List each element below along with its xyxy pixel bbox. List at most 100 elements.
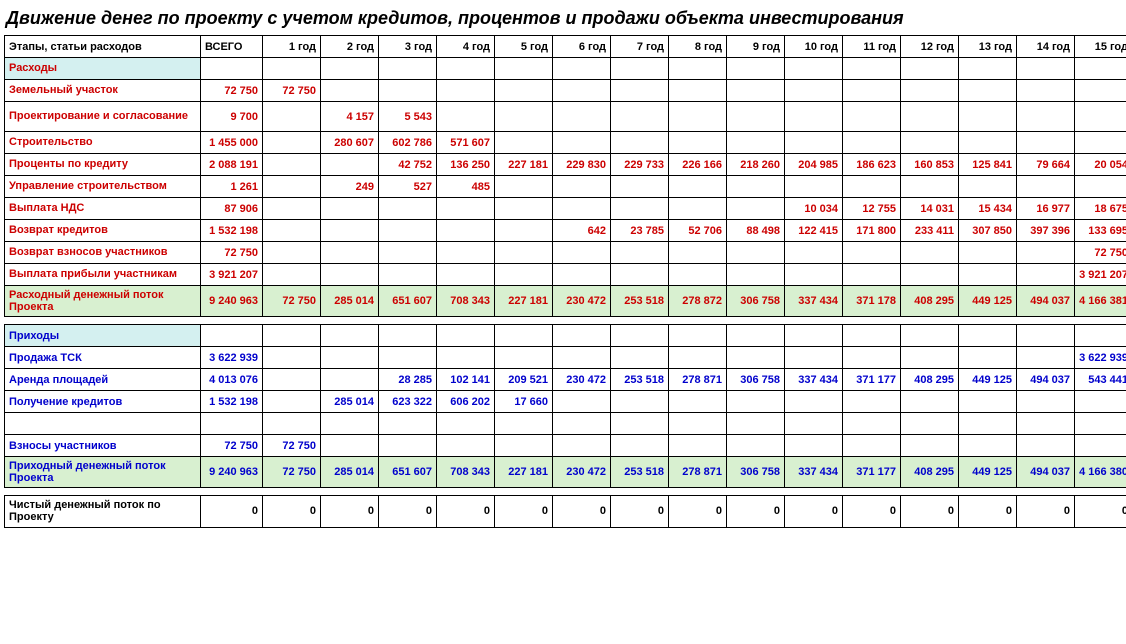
- cell-value: 278 871: [669, 369, 727, 391]
- header-year: 9 год: [727, 36, 785, 58]
- cell-value: [901, 413, 959, 435]
- cell-value: [611, 176, 669, 198]
- cell-value: [843, 132, 901, 154]
- cell-value: 253 518: [611, 369, 669, 391]
- cell-value: [263, 347, 321, 369]
- cell-value: 449 125: [959, 369, 1017, 391]
- cell-value: [553, 176, 611, 198]
- cell-value: [379, 264, 437, 286]
- cell-value: [437, 347, 495, 369]
- cell-value: 233 411: [901, 220, 959, 242]
- cell-value: 14 031: [901, 198, 959, 220]
- cell-value: [495, 198, 553, 220]
- cell-value: 15 434: [959, 198, 1017, 220]
- cell-value: [611, 264, 669, 286]
- cell-value: [727, 242, 785, 264]
- cell-value: [263, 154, 321, 176]
- cell-value: [437, 264, 495, 286]
- cell-value: [263, 102, 321, 132]
- cell-value: [843, 176, 901, 198]
- cell-value: 12 755: [843, 198, 901, 220]
- cell-value: 160 853: [901, 154, 959, 176]
- cell-value: [1075, 80, 1126, 102]
- cell-value: [379, 80, 437, 102]
- cell-value: 3 921 207: [1075, 264, 1126, 286]
- cell-value: 42 752: [379, 154, 437, 176]
- cell-value: [1017, 102, 1075, 132]
- cell-value: 133 695: [1075, 220, 1126, 242]
- cell-value: 0: [1017, 496, 1075, 527]
- cell-value: 285 014: [321, 391, 379, 413]
- cell-value: [263, 58, 321, 80]
- table-row: Продажа ТСК3 622 9393 622 939: [5, 347, 1126, 369]
- cell-value: 494 037: [1017, 457, 1075, 488]
- cell-value: [437, 102, 495, 132]
- cell-value: [785, 435, 843, 457]
- cell-value: 337 434: [785, 286, 843, 317]
- cell-value: [785, 242, 843, 264]
- cell-value: [843, 102, 901, 132]
- cell-value: 708 343: [437, 286, 495, 317]
- cell-value: [379, 413, 437, 435]
- cell-value: [843, 347, 901, 369]
- row-label: Проектирование и согласование: [5, 102, 201, 132]
- cell-value: 17 660: [495, 391, 553, 413]
- cell-value: 651 607: [379, 286, 437, 317]
- cell-value: [785, 132, 843, 154]
- cell-value: [727, 347, 785, 369]
- cell-value: 204 985: [785, 154, 843, 176]
- cell-value: [263, 220, 321, 242]
- cell-value: [1017, 325, 1075, 347]
- cell-value: [785, 325, 843, 347]
- cell-value: [959, 58, 1017, 80]
- cell-value: [727, 391, 785, 413]
- cell-value: [495, 264, 553, 286]
- cell-value: 125 841: [959, 154, 1017, 176]
- cell-value: 306 758: [727, 457, 785, 488]
- cell-value: [379, 198, 437, 220]
- cell-value: [785, 58, 843, 80]
- cell-value: [321, 80, 379, 102]
- cell-value: [901, 347, 959, 369]
- cell-value: [1017, 58, 1075, 80]
- cell-value: 18 675: [1075, 198, 1126, 220]
- cell-value: [611, 58, 669, 80]
- cell-value: [727, 264, 785, 286]
- cell-value: 16 977: [1017, 198, 1075, 220]
- cell-value: 0: [959, 496, 1017, 527]
- table-row: Выплата прибыли участникам3 921 2073 921…: [5, 264, 1126, 286]
- cell-value: 0: [669, 496, 727, 527]
- table-row: Проценты по кредиту2 088 19142 752136 25…: [5, 154, 1126, 176]
- cell-value: [669, 176, 727, 198]
- row-label: Расходный денежный поток Проекта: [5, 286, 201, 317]
- cell-value: 449 125: [959, 286, 1017, 317]
- cell-value: 485: [437, 176, 495, 198]
- cell-value: [263, 198, 321, 220]
- cell-value: [1017, 176, 1075, 198]
- cell-value: 230 472: [553, 457, 611, 488]
- cell-value: [1075, 435, 1126, 457]
- cell-value: [1075, 176, 1126, 198]
- header-year: 8 год: [669, 36, 727, 58]
- cell-value: [437, 80, 495, 102]
- cell-value: [1075, 102, 1126, 132]
- cell-value: 9 240 963: [201, 457, 263, 488]
- cell-value: 3 921 207: [201, 264, 263, 286]
- cell-value: [843, 325, 901, 347]
- cell-value: 371 177: [843, 457, 901, 488]
- cell-value: 72 750: [201, 242, 263, 264]
- cell-value: 186 623: [843, 154, 901, 176]
- cell-value: [785, 264, 843, 286]
- cell-value: [669, 347, 727, 369]
- cell-value: [959, 435, 1017, 457]
- cell-value: [959, 80, 1017, 102]
- table-row: Проектирование и согласование9 7004 1575…: [5, 102, 1126, 132]
- cell-value: 72 750: [263, 457, 321, 488]
- cell-value: [437, 435, 495, 457]
- cell-value: [263, 413, 321, 435]
- row-label: [5, 413, 201, 435]
- cell-value: [201, 58, 263, 80]
- cell-value: [379, 220, 437, 242]
- cell-value: [321, 242, 379, 264]
- cell-value: [669, 391, 727, 413]
